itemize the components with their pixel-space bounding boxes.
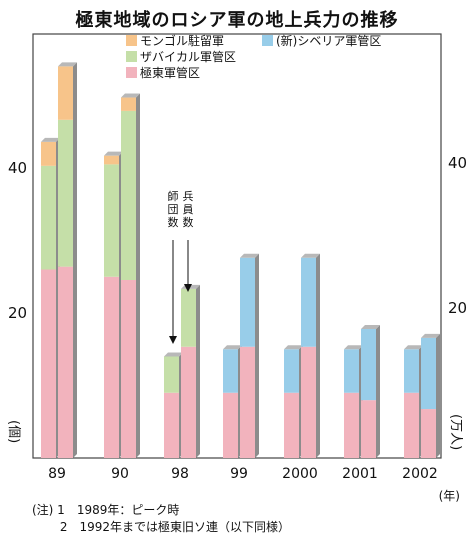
troop-bar-segment bbox=[58, 119, 73, 267]
note-line-2: 2 1992年までは極東旧ソ連（以下同様） bbox=[32, 520, 290, 534]
troop-bar-segment bbox=[240, 257, 255, 347]
troop-annotation: 員 bbox=[183, 203, 194, 216]
troop-bar-segment bbox=[301, 257, 316, 347]
troop-bar-side bbox=[436, 333, 440, 458]
troop-bar-top bbox=[121, 93, 140, 98]
division-bar-segment bbox=[41, 165, 56, 270]
troop-bar-segment bbox=[121, 280, 136, 458]
troop-bar-segment bbox=[421, 337, 436, 410]
legend-swatch bbox=[126, 67, 137, 78]
division-bar-top bbox=[164, 352, 183, 357]
x-tick-label: 89 bbox=[48, 466, 66, 482]
division-bar-top bbox=[344, 345, 363, 350]
troop-bar-segment bbox=[361, 328, 376, 401]
troop-bar-top bbox=[301, 253, 320, 258]
troop-bar-top bbox=[240, 253, 259, 258]
division-bar-top bbox=[284, 345, 303, 350]
legend-label: 極東軍管区 bbox=[140, 65, 200, 80]
troop-bar-segment bbox=[121, 110, 136, 281]
troop-bar-top bbox=[361, 324, 380, 329]
troop-bar-segment bbox=[58, 266, 73, 458]
troop-annotation: 数 bbox=[183, 216, 194, 229]
right-tick-label: 40 bbox=[448, 154, 467, 172]
left-tick-label: 40 bbox=[8, 159, 27, 177]
division-bar-top bbox=[104, 151, 123, 156]
legend-label: ザバイカル軍管区 bbox=[140, 49, 236, 64]
division-bar-segment bbox=[404, 392, 419, 458]
x-axis-unit: (年) bbox=[438, 489, 460, 503]
legend-swatch bbox=[126, 51, 137, 62]
troop-bar-segment bbox=[421, 409, 436, 458]
division-bar-segment bbox=[41, 141, 56, 166]
troop-bar-side bbox=[376, 324, 380, 458]
left-tick-label: 20 bbox=[8, 304, 27, 322]
division-bar-top bbox=[404, 345, 423, 350]
note-line-1: (注) 1 1989年：ピーク時 bbox=[32, 503, 180, 517]
division-bar-top bbox=[223, 345, 242, 350]
division-bar-segment bbox=[164, 356, 179, 393]
troop-bar-segment bbox=[301, 346, 316, 458]
troop-bar-side bbox=[136, 93, 140, 459]
x-tick-label: 2000 bbox=[282, 466, 318, 482]
troop-bar-side bbox=[316, 253, 320, 458]
division-bar-segment bbox=[344, 349, 359, 393]
division-arrow-head bbox=[169, 336, 177, 344]
chart-title: 極東地域のロシア軍の地上兵力の推移 bbox=[75, 10, 399, 31]
troop-bar-segment bbox=[240, 346, 255, 458]
division-bar-segment bbox=[41, 269, 56, 458]
legend-label: (新)シベリア軍管区 bbox=[276, 33, 381, 48]
division-bar-segment bbox=[223, 392, 238, 458]
x-tick-label: 2002 bbox=[402, 466, 438, 482]
legend-swatch bbox=[126, 35, 137, 46]
division-bar-segment bbox=[284, 349, 299, 393]
troop-bar-segment bbox=[181, 288, 196, 347]
troop-arrow-head bbox=[184, 284, 192, 292]
x-tick-label: 2001 bbox=[342, 466, 378, 482]
division-bar-top bbox=[41, 137, 60, 142]
troop-bar-side bbox=[196, 284, 200, 458]
x-tick-label: 90 bbox=[111, 466, 129, 482]
troop-bar-side bbox=[255, 253, 259, 458]
division-bar-segment bbox=[223, 349, 238, 393]
x-tick-label: 99 bbox=[230, 466, 248, 482]
x-tick-label: 98 bbox=[171, 466, 189, 482]
division-annotation: 団 bbox=[168, 203, 179, 216]
troop-annotation: 兵 bbox=[183, 190, 194, 203]
right-tick-label: 20 bbox=[448, 299, 467, 317]
division-bar-segment bbox=[104, 155, 119, 165]
legend-swatch bbox=[262, 35, 273, 46]
troop-bar-top bbox=[421, 333, 440, 338]
division-bar-segment bbox=[344, 392, 359, 458]
division-bar-segment bbox=[104, 164, 119, 277]
division-annotation: 師 bbox=[168, 190, 179, 203]
division-bar-segment bbox=[164, 392, 179, 458]
troop-bar-segment bbox=[58, 66, 73, 120]
division-bar-segment bbox=[404, 349, 419, 393]
troop-bar-segment bbox=[361, 400, 376, 458]
division-bar-segment bbox=[104, 276, 119, 458]
division-bar-segment bbox=[284, 392, 299, 458]
division-annotation: 数 bbox=[168, 216, 179, 229]
troop-bar-top bbox=[58, 62, 77, 67]
troop-bar-segment bbox=[121, 97, 136, 111]
left-axis-unit: (個) bbox=[6, 420, 21, 443]
troop-bar-side bbox=[73, 62, 77, 459]
right-axis-unit: (万人) bbox=[448, 414, 463, 450]
legend-label: モンゴル駐留軍 bbox=[140, 33, 224, 48]
troop-bar-segment bbox=[181, 346, 196, 458]
